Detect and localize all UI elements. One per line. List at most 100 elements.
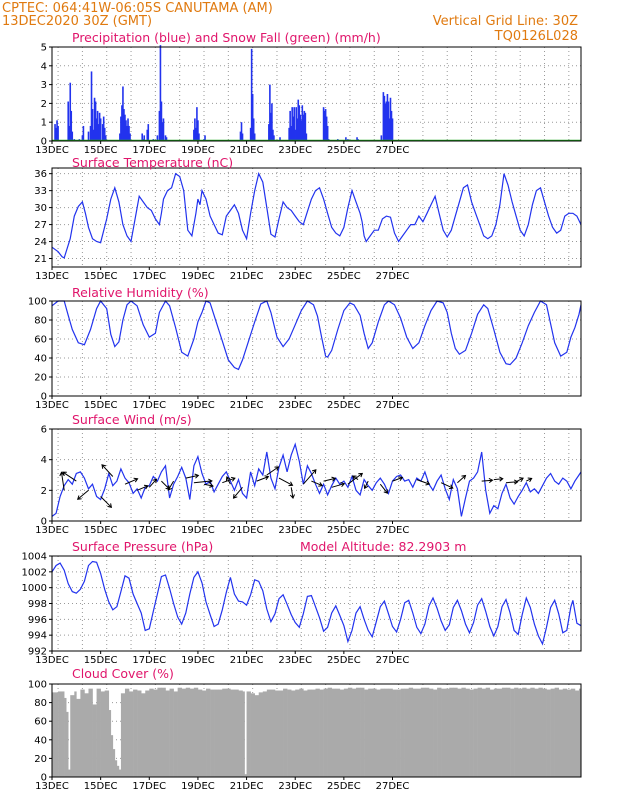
precip-bar (95, 118, 98, 141)
wind-vector-arrow (100, 496, 113, 508)
wind-vector-arrow (493, 476, 504, 482)
cloud-bar (465, 688, 470, 777)
precip-bar (273, 135, 275, 141)
y-tick-label: 0 (41, 517, 47, 528)
x-tick-label: 21DEC (230, 655, 264, 666)
y-tick-label: 2 (41, 99, 47, 110)
header-station: CPTEC: 064:41W-06:05S CANUTAMA (AM) (2, 1, 273, 16)
y-tick-label: 998 (28, 599, 47, 610)
cloud-bar (165, 690, 170, 777)
panel-frame (51, 683, 582, 778)
x-tick-label: 13DEC (35, 145, 69, 156)
cloud-bar (114, 760, 118, 777)
wind-vector-arrow (193, 478, 213, 484)
cloud-bar (477, 687, 482, 777)
cloud-bar (404, 688, 410, 777)
cloud-bar (412, 688, 418, 777)
wind-vector-arrow (392, 476, 404, 482)
wind-vector-arrow (416, 479, 431, 486)
cloud-bar (287, 689, 292, 777)
precip-bar (91, 109, 94, 141)
wind-vector-arrow (363, 480, 369, 490)
cloud-bar (145, 690, 150, 777)
wind-vector-arrow (124, 477, 139, 485)
precip-bar (386, 94, 389, 141)
precip-bar (161, 122, 164, 141)
wind-vector-arrow (62, 471, 77, 482)
precip-bar (96, 110, 99, 141)
panel-title: Surface Pressure (hPa) (72, 539, 213, 554)
precip-bar (125, 120, 127, 141)
header-model-code: TQ0126L028 (494, 29, 578, 44)
cloud-bar (153, 689, 158, 777)
cloud-bar (453, 687, 458, 777)
wind-vector-arrow (185, 473, 200, 479)
precip-bar (196, 107, 198, 141)
y-tick-label: 1000 (22, 583, 47, 594)
wind-vector-arrow (256, 475, 270, 482)
precip-bar (297, 99, 300, 141)
panel-pressure: 992 994 996 998 1000 1002 1004 13DEC 15DEC 17DEC 1… (22, 539, 582, 666)
precip-bar (102, 116, 105, 141)
cloud-bar (351, 688, 357, 777)
precip-bar (382, 92, 385, 141)
cloud-bar (68, 769, 71, 777)
cloud-bar (489, 689, 495, 777)
y-tick-label: 30 (34, 203, 47, 214)
cloud-bar (538, 687, 543, 777)
precip-bar (98, 112, 101, 141)
cloud-bar (493, 688, 499, 777)
y-tick-label: 6 (41, 425, 47, 436)
x-tick-label: 17DEC (132, 655, 166, 666)
precip-bar (92, 129, 95, 141)
precip-bar (389, 97, 392, 141)
cloud-bar (206, 688, 211, 777)
cloud-bar (112, 749, 116, 777)
precip-bar (270, 112, 272, 141)
x-tick-label: 13DEC (35, 781, 69, 792)
precip-bar (71, 131, 74, 141)
precip-bar (294, 129, 297, 141)
temp-line (51, 171, 582, 259)
cloud-bar (433, 689, 438, 777)
x-tick-label: 23DEC (278, 781, 312, 792)
cloud-bar (380, 688, 385, 777)
wind-vector-arrow (232, 486, 243, 499)
cloud-bar (384, 688, 389, 777)
x-tick-label: 27DEC (376, 525, 410, 536)
cloud-bar (218, 689, 223, 777)
cloud-bar (514, 687, 519, 777)
cloud-bar (222, 688, 227, 777)
x-tick-label: 13DEC (35, 271, 69, 282)
cloud-bar (364, 689, 369, 777)
cloud-bar (416, 688, 422, 777)
cloud-bar (181, 688, 187, 777)
cloud-bar (372, 688, 377, 777)
panel-title: Surface Temperature (nC) (72, 155, 233, 170)
precip-bar (69, 82, 72, 141)
y-tick-label: 994 (28, 631, 47, 642)
precip-bar (87, 131, 90, 141)
wind-vector-arrow (526, 477, 533, 483)
y-tick-label: 24 (34, 237, 47, 248)
x-tick-label: 27DEC (376, 655, 410, 666)
wind-vector-arrow (136, 484, 149, 491)
precip-bar (250, 48, 253, 141)
x-tick-label: 19DEC (181, 781, 215, 792)
x-tick-label: 27DEC (376, 781, 410, 792)
precip-bar (81, 135, 84, 141)
cloud-bar (327, 687, 333, 777)
y-tick-label: 3 (41, 80, 47, 91)
wind-vector-arrow (278, 477, 294, 487)
x-tick-label: 17DEC (132, 271, 166, 282)
precip-bar (194, 118, 196, 141)
precip-bar (54, 124, 56, 141)
precip-bar (127, 118, 129, 141)
cloud-bar (461, 687, 466, 777)
cloud-bar (189, 688, 195, 777)
precip-bar (322, 107, 325, 141)
y-tick-label: 2 (41, 486, 47, 497)
cloud-bar (149, 688, 154, 777)
pressure-line (51, 560, 582, 646)
precip-bar (271, 103, 273, 141)
